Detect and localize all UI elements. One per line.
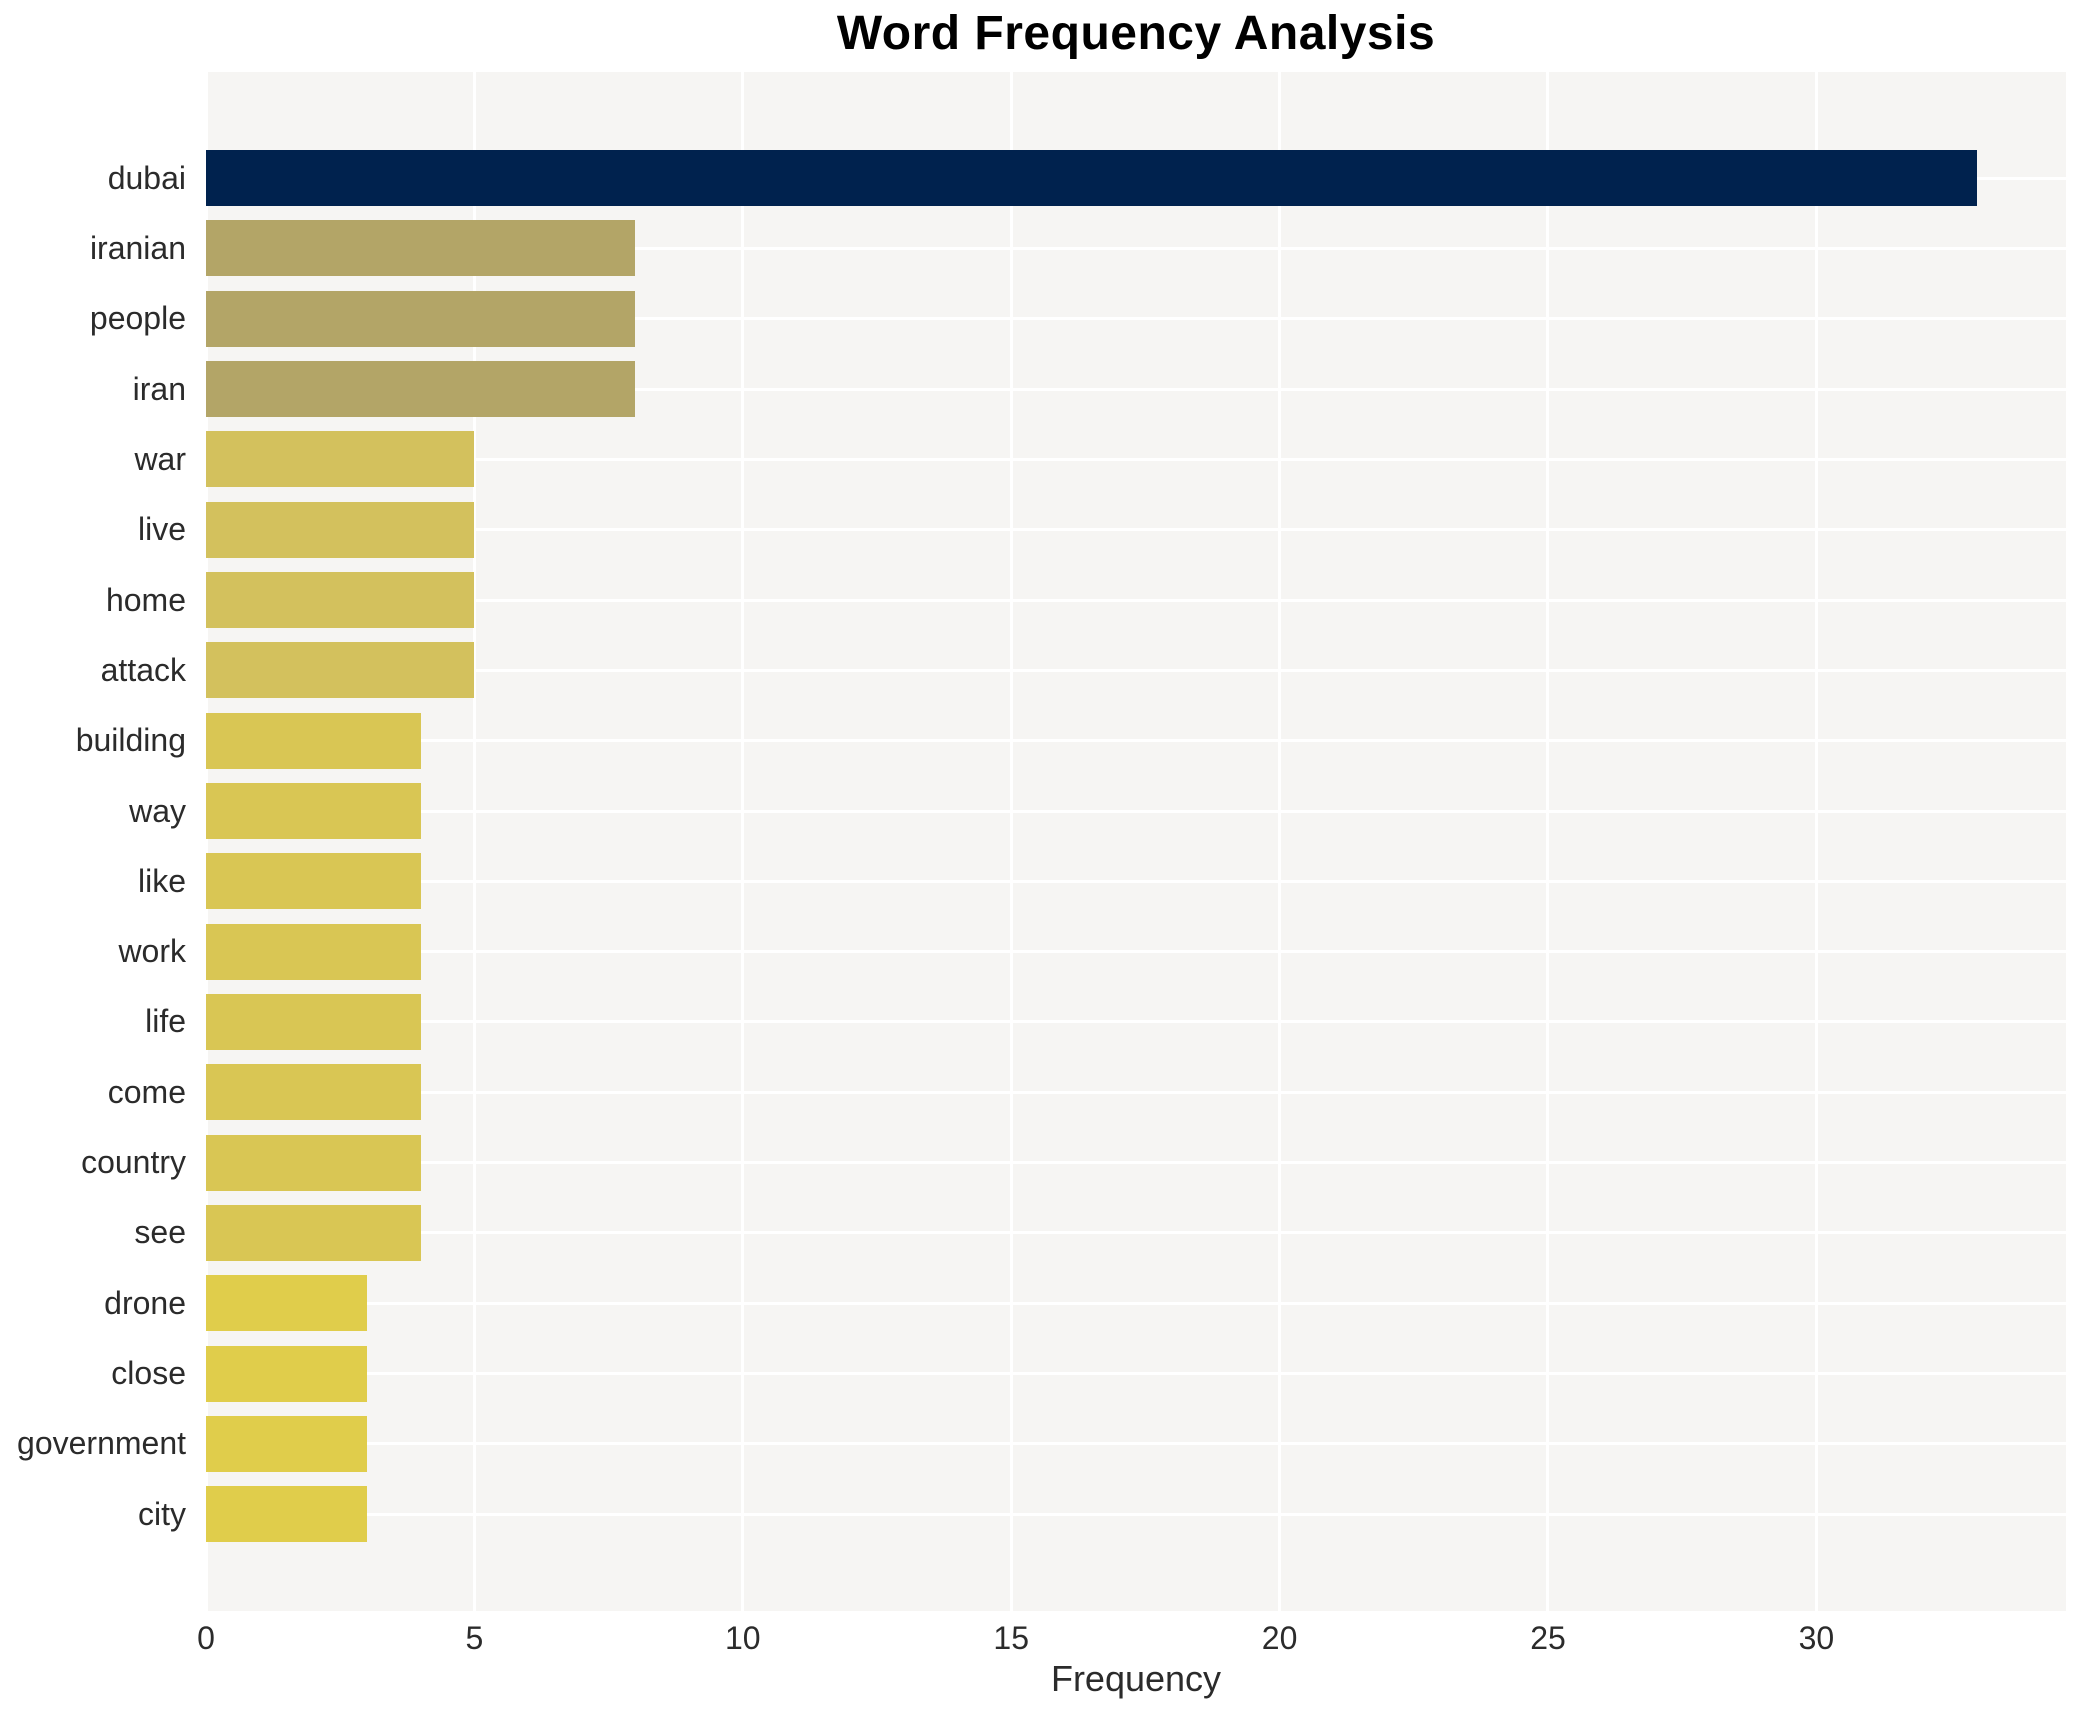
bar-attack	[206, 642, 475, 699]
y-tick-label-like: like	[137, 862, 186, 899]
bar-row	[206, 706, 2066, 776]
y-tick-label-war: war	[134, 440, 186, 477]
bar-way	[206, 783, 421, 840]
gridline-horizontal	[206, 1442, 2066, 1446]
gridline-horizontal	[206, 1301, 2066, 1305]
x-tick-label: 5	[465, 1620, 484, 1656]
bar-like	[206, 853, 421, 910]
y-tick-label-way: way	[129, 792, 186, 829]
y-tick-label-people: people	[89, 300, 186, 337]
gridline-horizontal	[206, 317, 2066, 321]
gridline-vertical	[1009, 72, 1013, 1611]
gridline-horizontal	[206, 528, 2066, 532]
x-tick-label: 0	[197, 1620, 215, 1656]
y-tick-label-live: live	[137, 511, 186, 548]
bar-war	[206, 431, 475, 488]
gridline-horizontal	[206, 1512, 2066, 1516]
plot-area	[204, 72, 2066, 1611]
y-tick-label-iranian: iranian	[89, 229, 186, 266]
bar-row	[206, 495, 2066, 565]
bar-row	[206, 917, 2066, 987]
bar-row	[206, 354, 2066, 424]
x-tick-label: 15	[993, 1620, 1029, 1656]
x-tick-label: 30	[1798, 1620, 1835, 1656]
y-tick-label-building: building	[75, 722, 186, 759]
bar-row	[206, 1268, 2066, 1338]
gridline-horizontal	[206, 1090, 2066, 1094]
gridline-horizontal	[206, 246, 2066, 250]
y-tick-label-country: country	[81, 1144, 186, 1181]
bar-row	[206, 284, 2066, 354]
gridline-horizontal	[206, 387, 2066, 391]
y-tick-label-home: home	[105, 581, 186, 618]
bar-country	[206, 1134, 421, 1191]
y-tick-label-iran: iran	[132, 370, 186, 407]
y-tick-label-see: see	[134, 1214, 186, 1251]
gridline-vertical	[1278, 72, 1282, 1611]
bar-row	[206, 213, 2066, 283]
y-tick-label-life: life	[145, 1003, 186, 1040]
bar-home	[206, 572, 475, 629]
y-tick-label-work: work	[118, 933, 186, 970]
gridline-vertical	[1546, 72, 1550, 1611]
bar-close	[206, 1345, 368, 1402]
gridline-horizontal	[206, 950, 2066, 954]
bar-row	[206, 846, 2066, 916]
y-tick-label-city: city	[138, 1495, 186, 1532]
y-tick-label-drone: drone	[104, 1284, 186, 1321]
bar-row	[206, 1479, 2066, 1549]
gridline-vertical	[472, 72, 476, 1611]
gridline-horizontal	[206, 1020, 2066, 1024]
bar-life	[206, 993, 421, 1050]
y-tick-label-close: close	[111, 1355, 186, 1392]
bar-iran	[206, 361, 636, 418]
bar-row	[206, 635, 2066, 705]
bar-people	[206, 290, 636, 347]
bar-row	[206, 987, 2066, 1057]
y-tick-label-dubai: dubai	[107, 159, 186, 196]
bar-row	[206, 1198, 2066, 1268]
bar-row	[206, 1409, 2066, 1479]
x-tick-label: 25	[1530, 1620, 1566, 1656]
x-tick-label: 20	[1261, 1620, 1298, 1656]
bar-drone	[206, 1275, 368, 1332]
gridline-vertical	[1814, 72, 1818, 1611]
bar-row	[206, 1057, 2066, 1127]
gridline-horizontal	[206, 598, 2066, 602]
gridline-horizontal	[206, 1372, 2066, 1376]
bar-government	[206, 1415, 368, 1472]
y-axis-labels: dubai iranian people iran war live home attack b…	[0, 72, 196, 1611]
x-axis-title: Frequency	[1050, 1658, 1222, 1699]
y-tick-label-attack: attack	[100, 651, 186, 688]
bar-row	[206, 424, 2066, 494]
gridline-horizontal	[206, 879, 2066, 883]
gridline-horizontal	[206, 1161, 2066, 1165]
bar-city	[206, 1486, 368, 1543]
gridline-horizontal	[206, 457, 2066, 461]
bar-iranian	[206, 220, 636, 277]
gridline-horizontal	[206, 668, 2066, 672]
gridline-vertical	[204, 72, 208, 1611]
bar-come	[206, 1064, 421, 1121]
gridline-horizontal	[206, 1231, 2066, 1235]
bar-see	[206, 1204, 421, 1261]
y-tick-label-government: government	[17, 1425, 186, 1462]
bar-row	[206, 143, 2066, 213]
bar-building	[206, 712, 421, 769]
bar-work	[206, 923, 421, 980]
bar-row	[206, 565, 2066, 635]
bar-row	[206, 1338, 2066, 1408]
y-tick-label-come: come	[107, 1073, 186, 1110]
bar-dubai	[206, 150, 1978, 207]
bar-row	[206, 1127, 2066, 1197]
x-tick-label: 10	[724, 1620, 761, 1656]
gridline-horizontal	[206, 739, 2066, 743]
gridline-vertical	[741, 72, 745, 1611]
gridline-horizontal	[206, 809, 2066, 813]
chart-title: Word Frequency Analysis	[836, 7, 1436, 60]
bar-live	[206, 501, 475, 558]
bar-row	[206, 776, 2066, 846]
